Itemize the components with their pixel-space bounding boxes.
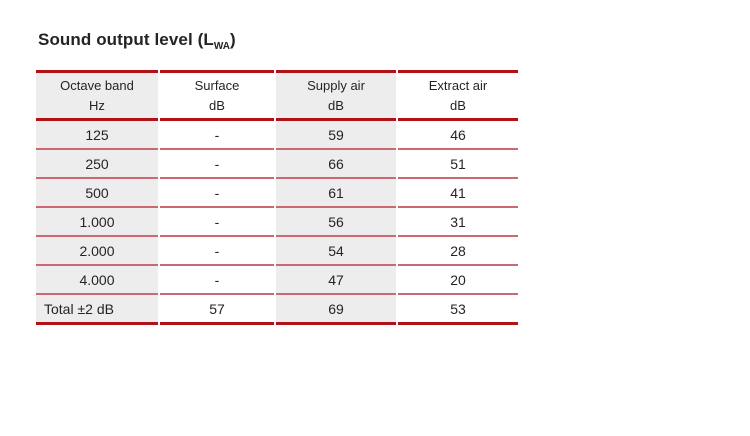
table-cell: -	[160, 179, 274, 208]
table-cell: 59	[276, 121, 396, 150]
header-extract-air: Extract air dB	[398, 70, 518, 121]
table-cell: 69	[276, 295, 396, 325]
table-cell: 57	[160, 295, 274, 325]
table-cell: -	[160, 237, 274, 266]
table-cell: 51	[398, 150, 518, 179]
table-cell: 56	[276, 208, 396, 237]
header-supply-air-label: Supply air	[307, 78, 365, 93]
table-row-250: 250 - 66 51	[36, 150, 518, 179]
table-row-500: 500 - 61 41	[36, 179, 518, 208]
header-supply-air: Supply air dB	[276, 70, 396, 121]
table-cell: -	[160, 150, 274, 179]
table-row-1000: 1.000 - 56 31	[36, 208, 518, 237]
header-octave-band-unit: Hz	[89, 97, 105, 113]
table-cell: 500	[36, 179, 158, 208]
table-cell: 54	[276, 237, 396, 266]
page-title-subscript: WA	[213, 41, 230, 52]
sound-output-table: Octave band Hz Surface dB Supply air dB …	[34, 70, 520, 325]
page-title: Sound output level (LWA)	[38, 30, 236, 52]
page-title-suffix: )	[229, 30, 236, 49]
table-cell: -	[160, 208, 274, 237]
table-cell: -	[160, 266, 274, 295]
table-cell: 47	[276, 266, 396, 295]
header-octave-band-label: Octave band	[60, 78, 134, 93]
header-surface-label: Surface	[194, 78, 240, 93]
table-cell: 28	[398, 237, 518, 266]
table-row-4000: 4.000 - 47 20	[36, 266, 518, 295]
header-surface: Surface dB	[160, 70, 274, 121]
header-octave-band: Octave band Hz	[36, 70, 158, 121]
table-header-row: Octave band Hz Surface dB Supply air dB …	[36, 70, 518, 121]
table-header: Octave band Hz Surface dB Supply air dB …	[36, 70, 518, 121]
table-cell: 2.000	[36, 237, 158, 266]
table-cell: 250	[36, 150, 158, 179]
table-cell: 1.000	[36, 208, 158, 237]
table-body: 125 - 59 46 250 - 66 51 500 - 61 41 1.00…	[36, 121, 518, 325]
table-cell: 125	[36, 121, 158, 150]
header-surface-unit: dB	[209, 97, 225, 113]
table-cell: 66	[276, 150, 396, 179]
table-row-total: Total ±2 dB 57 69 53	[36, 295, 518, 325]
header-extract-air-unit: dB	[450, 97, 466, 113]
table-cell: 4.000	[36, 266, 158, 295]
table-row-125: 125 - 59 46	[36, 121, 518, 150]
table-cell: 20	[398, 266, 518, 295]
table-cell: 61	[276, 179, 396, 208]
table-cell: 31	[398, 208, 518, 237]
table-row-2000: 2.000 - 54 28	[36, 237, 518, 266]
table-cell: 53	[398, 295, 518, 325]
page-title-text: Sound output level (L	[38, 30, 214, 49]
table-cell-total-label: Total ±2 dB	[36, 295, 158, 325]
header-extract-air-label: Extract air	[428, 78, 488, 93]
table-cell: 41	[398, 179, 518, 208]
table-cell: -	[160, 121, 274, 150]
table-cell: 46	[398, 121, 518, 150]
header-supply-air-unit: dB	[328, 97, 344, 113]
